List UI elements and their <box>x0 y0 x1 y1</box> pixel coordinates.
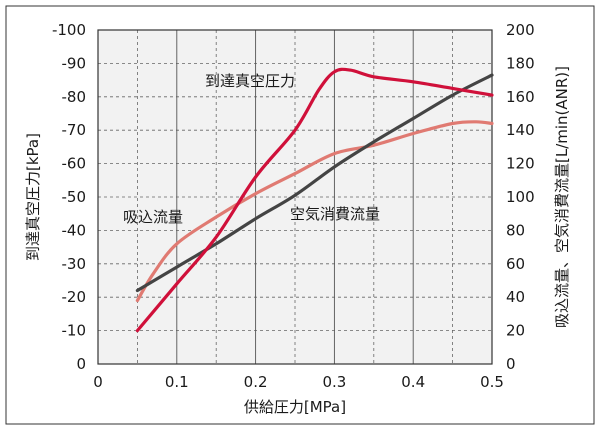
y-left-tick-label: -60 <box>62 155 87 173</box>
annotation-suction-flow: 吸込流量 <box>123 208 183 226</box>
y-right-tick-label: 100 <box>506 188 535 206</box>
series-line-vacuum-pressure <box>135 67 494 333</box>
y-right-tick-label: 160 <box>506 88 535 106</box>
x-tick-label: 0.1 <box>165 373 189 391</box>
x-tick-label: 0.2 <box>244 373 268 391</box>
y-right-tick-label: 120 <box>506 155 535 173</box>
x-tick-label: 0.5 <box>480 373 504 391</box>
grid-lines <box>98 30 492 364</box>
y-left-tick-labels: 0 -10 -20 -30 -40 -50 -60 -70 -80 -90 -100 <box>52 21 86 373</box>
y-left-tick-label: -100 <box>52 21 86 39</box>
x-tick-label: 0.4 <box>401 373 425 391</box>
y-right-tick-label: 0 <box>506 355 516 373</box>
y-right-tick-label: 180 <box>506 54 535 72</box>
y-right-axis-label: 吸込流量、空気消費流量[L/min(ANR)] <box>553 66 571 328</box>
y-right-tick-labels: 0 20 40 60 80 100 120 140 160 180 200 <box>506 21 535 373</box>
y-right-tick-label: 20 <box>506 322 525 340</box>
y-left-tick-label: 0 <box>76 355 86 373</box>
y-left-tick-label: -10 <box>62 322 87 340</box>
x-axis-label: 供給圧力[MPa] <box>244 398 346 416</box>
y-left-tick-label: -50 <box>62 188 87 206</box>
y-left-tick-label: -90 <box>62 54 87 72</box>
y-left-tick-label: -80 <box>62 88 87 106</box>
x-tick-label: 0.3 <box>322 373 346 391</box>
y-left-tick-label: -20 <box>62 288 87 306</box>
y-right-tick-label: 200 <box>506 21 535 39</box>
annotation-vacuum-pressure: 到達真空圧力 <box>205 72 295 90</box>
y-left-axis-label: 到達真空圧力[kPa] <box>24 133 42 261</box>
y-left-tick-label: -70 <box>62 121 87 139</box>
annotation-air-consumption: 空気消費流量 <box>290 205 380 223</box>
x-tick-labels: 0 0.1 0.2 0.3 0.4 0.5 <box>93 373 504 391</box>
plot-border <box>97 29 493 365</box>
series-line-air-consumption <box>135 73 494 293</box>
y-right-tick-label: 40 <box>506 288 525 306</box>
y-right-tick-label: 80 <box>506 221 525 239</box>
y-left-tick-label: -30 <box>62 255 87 273</box>
x-tick-label: 0 <box>93 373 103 391</box>
series-lines <box>135 67 494 333</box>
y-right-tick-label: 140 <box>506 121 535 139</box>
series-line-suction-flow <box>135 120 494 303</box>
y-left-tick-label: -40 <box>62 221 87 239</box>
y-right-tick-label: 60 <box>506 255 525 273</box>
